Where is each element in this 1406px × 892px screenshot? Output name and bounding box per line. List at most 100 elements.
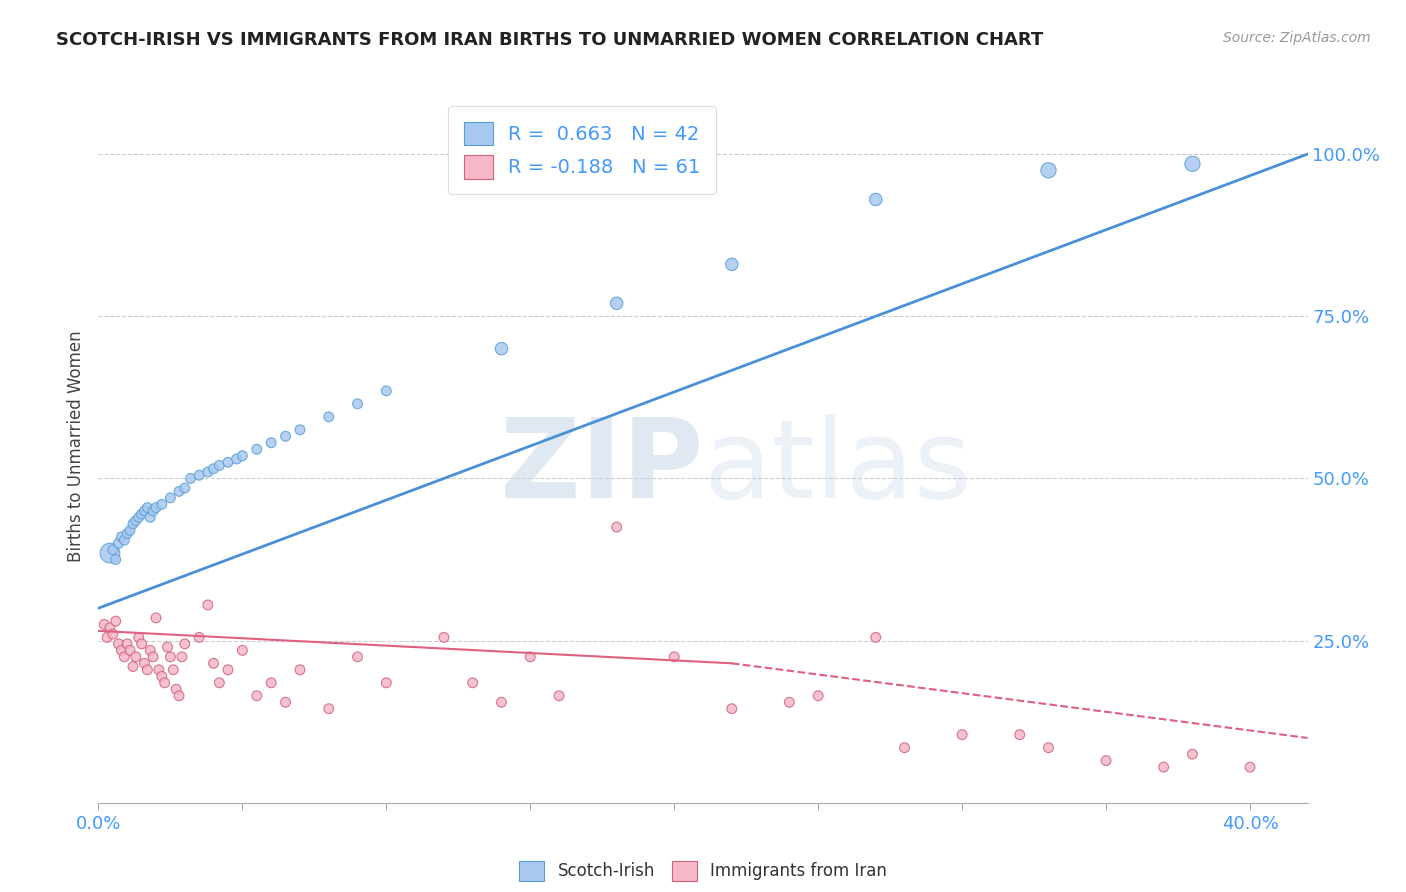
Point: [346, 397, 368, 411]
Point: [188, 631, 211, 645]
Point: [115, 637, 138, 651]
Point: [167, 689, 190, 703]
Point: [128, 631, 150, 645]
Point: [433, 631, 456, 645]
Point: [125, 514, 148, 528]
Point: [548, 689, 571, 703]
Point: [142, 649, 165, 664]
Point: [120, 643, 142, 657]
Point: [173, 637, 195, 651]
Point: [159, 649, 181, 664]
Point: [170, 649, 193, 664]
Point: [202, 461, 225, 475]
Point: [606, 296, 628, 310]
Point: [125, 649, 148, 664]
Point: [375, 384, 398, 398]
Point: [167, 484, 190, 499]
Point: [346, 649, 368, 664]
Point: [260, 675, 283, 690]
Point: [115, 526, 138, 541]
Point: [145, 611, 167, 625]
Point: [231, 449, 253, 463]
Y-axis label: Births to Unmarried Women: Births to Unmarried Women: [66, 330, 84, 562]
Point: [202, 657, 225, 671]
Text: SCOTCH-IRISH VS IMMIGRANTS FROM IRAN BIRTHS TO UNMARRIED WOMEN CORRELATION CHART: SCOTCH-IRISH VS IMMIGRANTS FROM IRAN BIR…: [56, 31, 1043, 49]
Point: [112, 533, 135, 547]
Point: [208, 458, 231, 473]
Point: [950, 728, 973, 742]
Point: [865, 193, 887, 207]
Point: [606, 520, 628, 534]
Point: [110, 643, 132, 657]
Legend: R =  0.663   N = 42, R = -0.188   N = 61: R = 0.663 N = 42, R = -0.188 N = 61: [449, 106, 716, 194]
Point: [139, 510, 162, 524]
Point: [93, 617, 115, 632]
Point: [664, 649, 686, 664]
Point: [1181, 157, 1204, 171]
Point: [720, 702, 742, 716]
Point: [1008, 728, 1031, 742]
Point: [807, 689, 830, 703]
Point: [375, 675, 398, 690]
Point: [150, 497, 173, 511]
Point: [1153, 760, 1175, 774]
Point: [120, 524, 142, 538]
Point: [778, 695, 800, 709]
Point: [288, 663, 311, 677]
Point: [150, 669, 173, 683]
Point: [142, 504, 165, 518]
Point: [318, 702, 340, 716]
Point: [165, 682, 187, 697]
Point: [104, 552, 127, 566]
Point: [131, 507, 153, 521]
Point: [98, 621, 121, 635]
Point: [491, 695, 513, 709]
Point: [131, 637, 153, 651]
Point: [893, 740, 915, 755]
Text: Source: ZipAtlas.com: Source: ZipAtlas.com: [1223, 31, 1371, 45]
Point: [188, 468, 211, 483]
Point: [110, 530, 132, 544]
Point: [162, 663, 184, 677]
Point: [136, 663, 159, 677]
Point: [134, 657, 156, 671]
Point: [288, 423, 311, 437]
Point: [112, 649, 135, 664]
Point: [1095, 754, 1118, 768]
Point: [274, 695, 297, 709]
Point: [139, 643, 162, 657]
Point: [145, 500, 167, 515]
Point: [98, 546, 121, 560]
Point: [720, 257, 742, 271]
Point: [217, 663, 239, 677]
Point: [122, 516, 145, 531]
Text: ZIP: ZIP: [499, 414, 703, 521]
Point: [134, 504, 156, 518]
Point: [96, 631, 118, 645]
Point: [107, 536, 129, 550]
Point: [159, 491, 181, 505]
Point: [865, 631, 887, 645]
Point: [122, 659, 145, 673]
Point: [260, 435, 283, 450]
Point: [1239, 760, 1261, 774]
Point: [153, 675, 176, 690]
Point: [101, 542, 124, 557]
Point: [101, 627, 124, 641]
Point: [148, 663, 170, 677]
Point: [1181, 747, 1204, 761]
Point: [197, 465, 219, 479]
Point: [107, 637, 129, 651]
Point: [1038, 163, 1060, 178]
Point: [461, 675, 484, 690]
Point: [225, 452, 247, 467]
Point: [246, 442, 269, 457]
Text: atlas: atlas: [703, 414, 972, 521]
Point: [1038, 740, 1060, 755]
Point: [128, 510, 150, 524]
Point: [491, 342, 513, 356]
Point: [246, 689, 269, 703]
Point: [136, 500, 159, 515]
Point: [180, 471, 202, 485]
Point: [318, 409, 340, 424]
